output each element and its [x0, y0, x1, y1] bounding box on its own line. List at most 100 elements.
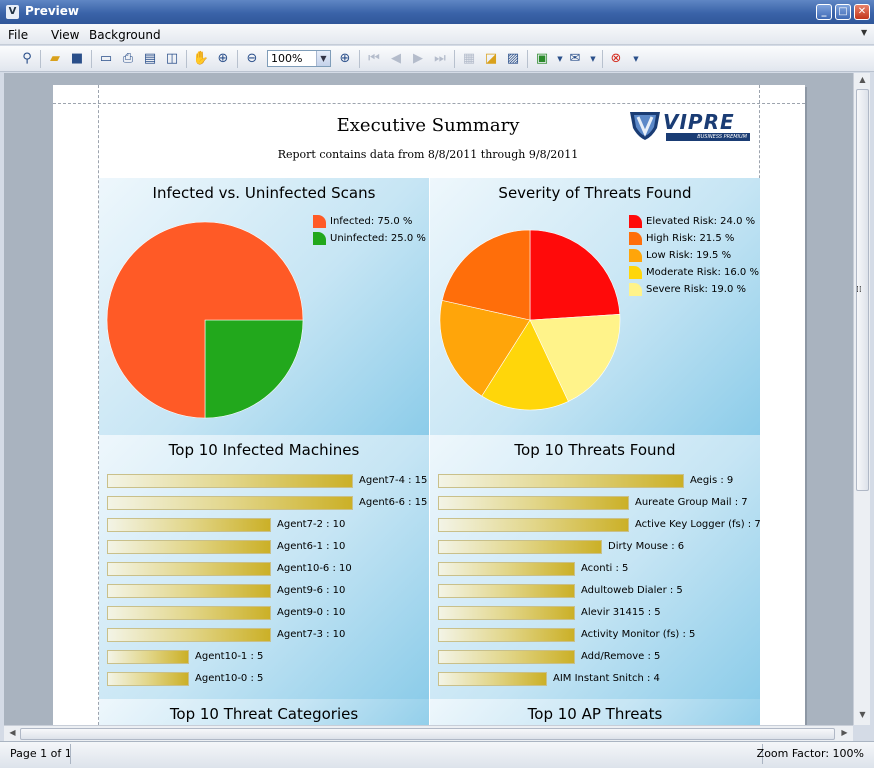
bar-label: Aureate Group Mail : 7 — [635, 497, 748, 508]
next-page-icon[interactable]: ▶ — [413, 51, 423, 66]
report-page: Executive Summary Report contains data f… — [53, 85, 805, 725]
send-email-icon[interactable]: ✉ — [569, 51, 581, 66]
open-icon[interactable]: ▰ — [50, 51, 60, 66]
margin-guide — [53, 103, 805, 104]
top-threat-categories-panel: Top 10 Threat Categories — [99, 699, 429, 725]
horizontal-scrollbar[interactable]: ◀ ▶ — [4, 725, 853, 741]
bar — [107, 474, 353, 488]
print-icon[interactable]: ⎙ — [122, 51, 134, 66]
legend-swatch — [313, 215, 326, 228]
page-setup-icon[interactable]: ▭ — [99, 51, 113, 66]
bar-label: Add/Remove : 5 — [581, 651, 661, 662]
top-ap-threats-panel: Top 10 AP Threats — [430, 699, 760, 725]
bar-label: Dirty Mouse : 6 — [608, 541, 685, 552]
toolbar: ⚲ ▰ ■ ▭ ⎙ ▤ ◫ ✋ ⊕ ⊖ 100% ▼ ⊕ ⏮ ◀ ▶ ⏭ ▦ ◪… — [0, 46, 874, 72]
vertical-scroll-thumb[interactable] — [856, 89, 869, 491]
top-threats-panel: Top 10 Threats Found Aegis : 9 Aureate Gr… — [430, 435, 760, 699]
pie-slice — [106, 221, 304, 419]
bar — [438, 672, 547, 686]
chart-title: Severity of Threats Found — [498, 184, 692, 202]
chart-title: Top 10 Infected Machines — [168, 441, 360, 459]
bar-label: Active Key Logger (fs) : 7 — [635, 519, 760, 530]
menu-background[interactable]: Background — [89, 28, 161, 42]
bar-label: Aegis : 9 — [690, 475, 734, 486]
zoom-out-icon[interactable]: ⊖ — [246, 51, 258, 66]
bar-label: Activity Monitor (fs) : 5 — [581, 629, 696, 640]
bar — [438, 540, 602, 554]
close-preview-icon[interactable]: ⊗ — [610, 51, 622, 66]
find-icon[interactable]: ⚲ — [22, 51, 32, 66]
magnifier-icon[interactable]: ⊕ — [217, 51, 229, 66]
background-color-icon[interactable]: ◪ — [484, 51, 498, 66]
splitter-grip-icon[interactable]: ⁞⁞ — [856, 285, 862, 295]
bar — [438, 650, 575, 664]
bar — [107, 606, 271, 620]
horizontal-scroll-thumb[interactable] — [20, 728, 835, 740]
export-document-icon[interactable]: ▣ — [535, 51, 549, 66]
maximize-button[interactable]: □ — [835, 4, 851, 20]
last-page-icon[interactable]: ⏭ — [434, 51, 446, 66]
menu-file[interactable]: File — [8, 28, 29, 42]
zoom-dropdown-icon[interactable]: ▼ — [316, 51, 330, 66]
menu-view[interactable]: View — [51, 28, 80, 42]
bar-label: Aconti : 5 — [581, 563, 629, 574]
watermark-icon[interactable]: ▨ — [506, 51, 520, 66]
bar-label: Agent6-6 : 15 — [359, 497, 428, 508]
pie-slice — [529, 314, 621, 402]
bar — [438, 584, 575, 598]
legend-swatch — [629, 266, 642, 279]
vertical-scrollbar[interactable]: ▲ ▼ — [853, 73, 870, 725]
menu-overflow-icon[interactable]: ▼ — [861, 28, 868, 37]
bar-label: Adultoweb Dialer : 5 — [581, 585, 683, 596]
hand-tool-icon[interactable]: ✋ — [192, 51, 210, 66]
bar — [107, 584, 271, 598]
chart-title: Top 10 AP Threats — [527, 705, 663, 723]
bar — [438, 474, 684, 488]
bar — [438, 496, 629, 510]
bar — [107, 518, 271, 532]
multiple-pages-icon[interactable]: ▦ — [462, 51, 476, 66]
scroll-right-icon[interactable]: ▶ — [841, 728, 848, 737]
vipre-shield-icon — [630, 112, 660, 140]
threat-severity-panel: Severity of Threats Found Elevated Risk:… — [430, 178, 760, 435]
top-infected-machines-panel: Top 10 Infected Machines Agent7-4 : 15 Ag… — [99, 435, 429, 699]
vipre-logo: VIPRE BUSINESS PREMIUM — [628, 109, 753, 143]
zoom-in-icon[interactable]: ⊕ — [339, 51, 351, 66]
bar-label: Agent10-1 : 5 — [195, 651, 264, 662]
page-indicator: Page 1 of 1 — [10, 747, 72, 760]
export-dropdown-icon[interactable]: ▼ — [557, 55, 563, 63]
scroll-down-icon[interactable]: ▼ — [859, 710, 866, 719]
export-icon[interactable]: ◫ — [165, 51, 179, 66]
logo-subtitle-bar: BUSINESS PREMIUM — [666, 133, 750, 141]
save-icon[interactable]: ■ — [70, 51, 84, 66]
chart-title: Top 10 Threat Categories — [169, 705, 359, 723]
status-bar: Page 1 of 1 Zoom Factor: 100% — [0, 741, 874, 768]
bar-label: Agent7-2 : 10 — [277, 519, 346, 530]
legend-swatch — [629, 249, 642, 262]
close-button[interactable]: ✕ — [854, 4, 870, 20]
scroll-left-icon[interactable]: ◀ — [9, 728, 16, 737]
infected-scans-panel: Infected vs. Uninfected Scans Infected: … — [99, 178, 429, 435]
email-dropdown-icon[interactable]: ▼ — [590, 55, 596, 63]
window-title: Preview — [25, 4, 80, 18]
legend-swatch — [313, 232, 326, 245]
previous-page-icon[interactable]: ◀ — [391, 51, 401, 66]
legend-swatch — [629, 232, 642, 245]
legend-swatch — [629, 283, 642, 296]
first-page-icon[interactable]: ⏮ — [368, 51, 380, 66]
toolbar-overflow-icon[interactable]: ▼ — [633, 55, 639, 63]
pie-slice — [204, 319, 304, 419]
preview-viewport[interactable]: Executive Summary Report contains data f… — [4, 73, 853, 725]
app-icon: V — [6, 5, 19, 19]
bar — [107, 628, 271, 642]
scroll-up-icon[interactable]: ▲ — [859, 75, 866, 84]
minimize-button[interactable]: _ — [816, 4, 832, 20]
print-preview-icon[interactable]: ▤ — [143, 51, 157, 66]
threat-severity-pie — [439, 229, 621, 411]
bar-label: Agent10-0 : 5 — [195, 673, 264, 684]
bar — [438, 562, 575, 576]
menu-bar: File View Background ▼ — [0, 24, 874, 45]
zoom-combobox[interactable]: 100% ▼ — [267, 50, 331, 67]
bar-label: Agent9-0 : 10 — [277, 607, 346, 618]
bar — [107, 496, 353, 510]
